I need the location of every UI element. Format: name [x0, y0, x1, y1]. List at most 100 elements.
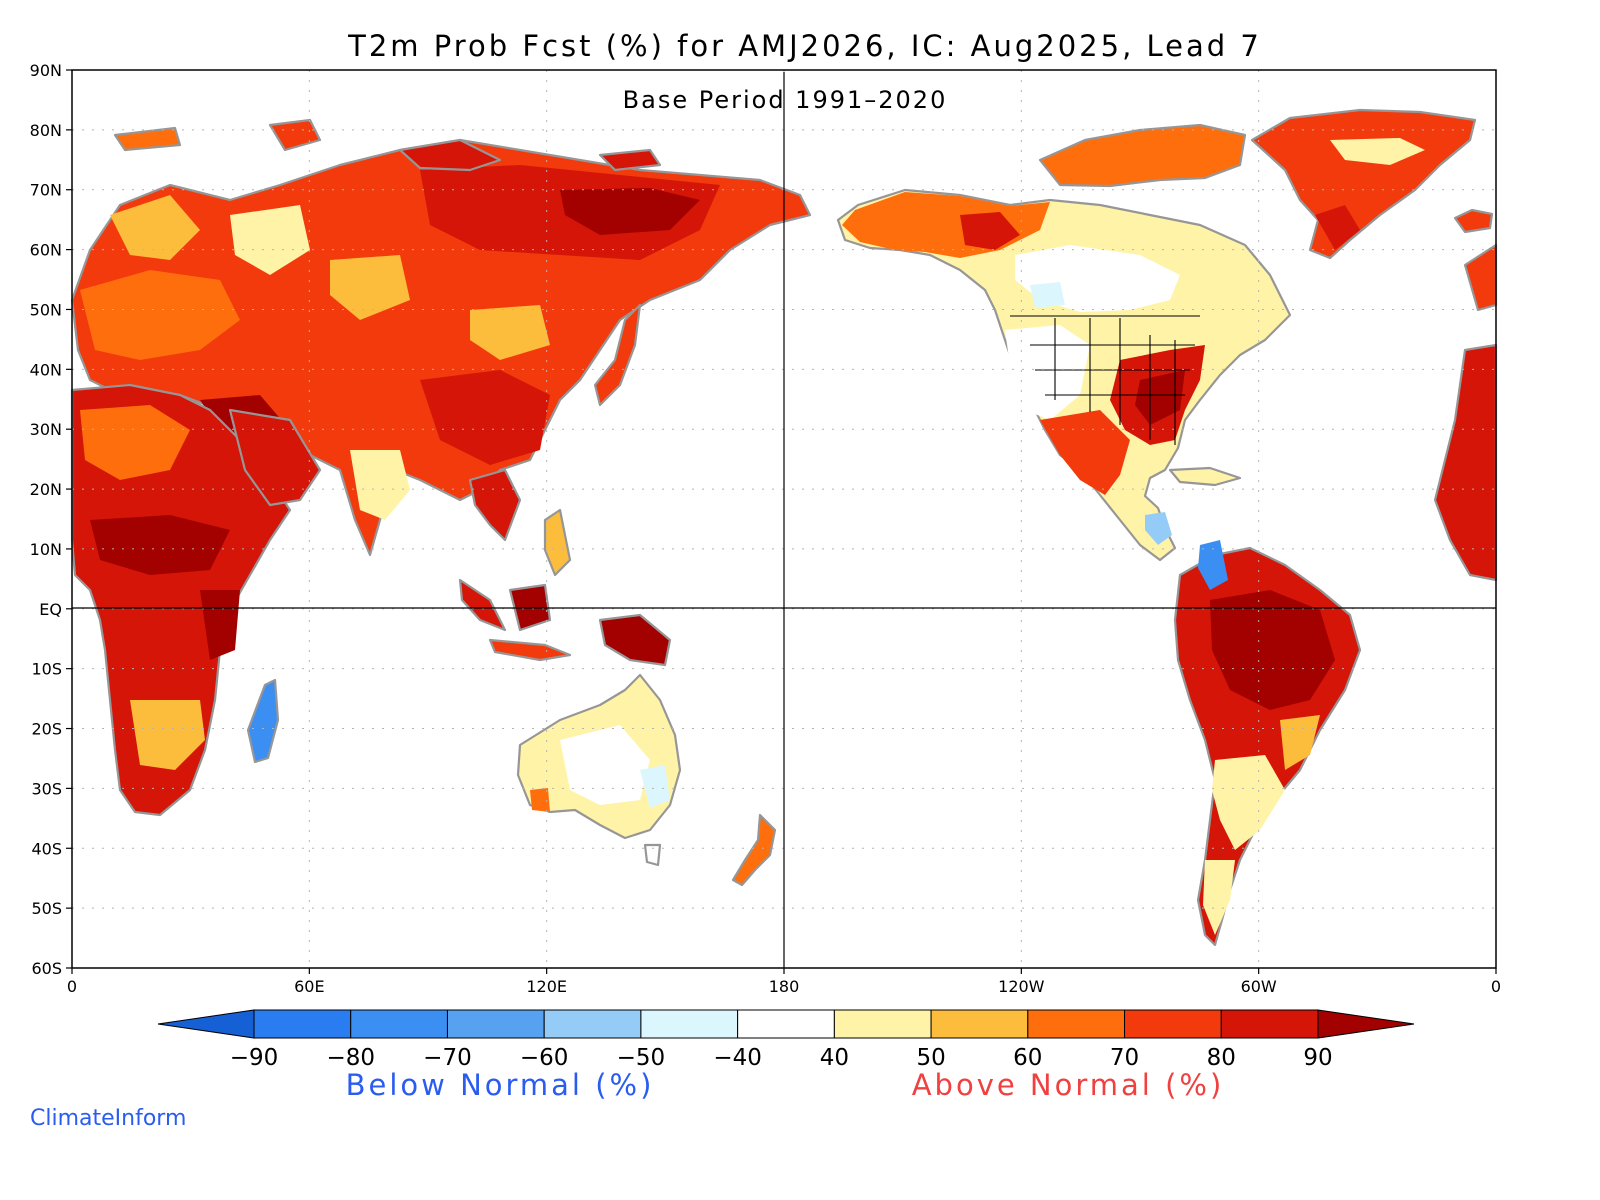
colorbar-bin	[350, 1009, 448, 1039]
scandinavia-mild	[110, 195, 200, 260]
sumatra	[458, 578, 507, 632]
canada-hot-spot	[960, 212, 1020, 250]
colorbar-tick-label: −40	[713, 1045, 762, 1071]
greenland-region	[1250, 108, 1477, 260]
us-state-borders	[1010, 315, 1200, 445]
eastern-us-core	[1135, 370, 1185, 425]
colorbar-bin	[253, 1009, 352, 1039]
colorbar-tick-label: −50	[617, 1045, 666, 1071]
greenland-south	[1315, 205, 1360, 250]
above-normal-label: Above Normal (%)	[912, 1068, 1225, 1102]
lon-tick-label: 120E	[526, 977, 567, 996]
madagascar	[246, 678, 280, 764]
colorbar-tick-label: 80	[1207, 1045, 1236, 1071]
central-asia-mild	[330, 255, 410, 320]
lon-tick-label: 0	[1491, 977, 1501, 996]
colombia-cool	[1198, 540, 1228, 590]
sahel-hot	[90, 515, 230, 575]
southern-cone-mild	[1212, 755, 1285, 850]
philippines	[543, 508, 572, 577]
iceland	[1453, 208, 1494, 234]
europe-warm	[80, 270, 240, 360]
brazil-east-warm	[1280, 715, 1320, 770]
china-hot	[420, 370, 550, 465]
western-us-neutral	[1005, 325, 1090, 420]
southern-africa-mild	[130, 700, 205, 770]
lat-tick-label: 90N	[30, 61, 62, 80]
arctic-archipelago	[1038, 123, 1247, 188]
land-layer	[70, 108, 1498, 947]
canada-cool-spot	[1030, 282, 1065, 308]
australia-warm-spot	[530, 788, 550, 812]
lat-tick-label: 70N	[30, 181, 62, 200]
lon-tick-label: 60E	[294, 977, 324, 996]
colorbar-tick-label: −80	[326, 1045, 375, 1071]
colorbar-tick-label: 60	[1013, 1045, 1042, 1071]
latitude-axis: 90N 80N 70N 60N 50N 40N 30N 20N 10N EQ 10S 20S 30S 40…	[30, 61, 72, 978]
new-siberian-islands	[598, 148, 662, 172]
colorbar-tick-label: 90	[1303, 1045, 1332, 1071]
caribbean-islands	[1168, 466, 1242, 487]
colorbar-bin	[833, 1009, 932, 1039]
japan	[593, 303, 642, 407]
siberia-core	[560, 188, 700, 235]
indochina	[468, 468, 522, 542]
sulawesi-java	[488, 638, 572, 662]
credit-label: ClimateInform	[30, 1106, 186, 1131]
lat-tick-label: 30S	[31, 779, 62, 798]
sahara-warm	[80, 405, 190, 480]
colorbar-bin	[737, 1009, 835, 1039]
lon-tick-label: 0	[67, 977, 77, 996]
novaya-zemlya	[268, 118, 322, 152]
severnaya-zemlya	[398, 138, 502, 172]
central-america-cool	[1145, 512, 1172, 545]
lat-tick-label: 20S	[31, 720, 62, 739]
amazon-core	[1210, 590, 1335, 710]
base-period-label: Base Period 1991–2020	[623, 86, 948, 114]
mongolia-mild	[470, 305, 550, 360]
lat-tick-label: 10S	[31, 660, 62, 679]
lat-tick-label: 10N	[30, 540, 62, 559]
colorbar-bin	[1027, 1009, 1126, 1039]
colorbar-bin	[1124, 1009, 1222, 1039]
colorbar: −90 −80 −70 −60 −50 −40 40 50 60 70 80 90	[157, 1009, 1415, 1071]
colorbar-bin	[543, 1009, 642, 1039]
colorbar-tick-label: 70	[1110, 1045, 1139, 1071]
patagonia-mild	[1203, 860, 1235, 935]
arabian-peninsula	[228, 408, 322, 507]
lat-tick-label: 60S	[31, 959, 62, 978]
lon-tick-label: 120W	[998, 977, 1045, 996]
lat-tick-label: 50N	[30, 300, 62, 319]
lon-tick-label: 180	[769, 977, 800, 996]
lat-tick-label: 80N	[30, 121, 62, 140]
lon-tick-label: 60W	[1241, 977, 1277, 996]
colorbar-bin	[1220, 1009, 1319, 1039]
greenland-interior	[1330, 138, 1425, 165]
lat-tick-label: 60N	[30, 241, 62, 260]
colorbar-bin	[446, 1009, 545, 1039]
australia-neutral	[560, 725, 650, 805]
colorbar-tick-label: −70	[423, 1045, 472, 1071]
india-mild	[350, 450, 410, 520]
colorbar-tick-label: −60	[520, 1045, 569, 1071]
lat-tick-label: 40N	[30, 360, 62, 379]
russia-mild	[230, 205, 310, 275]
below-normal-label: Below Normal (%)	[346, 1068, 655, 1102]
tasmania	[643, 843, 662, 867]
lat-tick-label: 50S	[31, 899, 62, 918]
colorbar-tick-label: −90	[230, 1045, 279, 1071]
colorbar-tick-label: 50	[916, 1045, 945, 1071]
colorbar-bin	[640, 1009, 739, 1039]
lat-tick-label: 30N	[30, 420, 62, 439]
lat-tick-label: 40S	[31, 839, 62, 858]
new-zealand	[731, 813, 777, 887]
svalbard-novaya	[113, 126, 182, 152]
colorbar-bin	[1317, 1009, 1415, 1039]
colorbar-bin	[157, 1009, 255, 1039]
longitude-axis: 0 60E 120E 180 120W 60W 0	[67, 968, 1501, 996]
colorbar-bin	[930, 1009, 1029, 1039]
map-title: T2m Prob Fcst (%) for AMJ2026, IC: Aug20…	[347, 29, 1262, 63]
australia-cool-spot	[640, 765, 670, 808]
lat-tick-label: EQ	[39, 600, 62, 619]
